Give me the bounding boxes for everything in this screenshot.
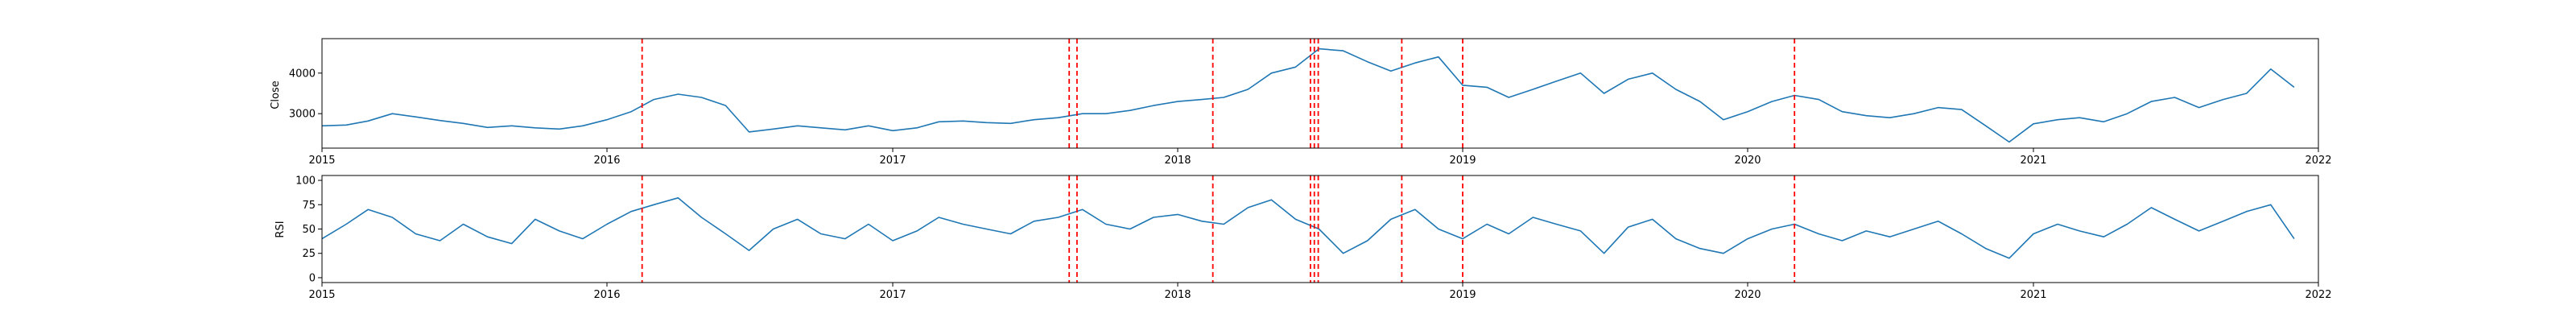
y-tick-label: 50: [302, 224, 316, 236]
x-tick-label: 2021: [2020, 155, 2046, 167]
y-tick-label: 75: [302, 200, 316, 212]
y-tick-label: 0: [309, 272, 316, 284]
rsi-panel: RSI 2015 2016 2017 2018 2019 2020 2021 2022 0 25 5…: [275, 175, 2332, 301]
x-tick-label: 2021: [2020, 289, 2046, 301]
rsi-axis-label: RSI: [275, 221, 287, 237]
close-plot-area: 2015 2016 2017 2018 2019 2020 2021 2022 3000 4000: [289, 38, 2332, 167]
close-panel: Close 2015 2016 2017 2018 2019 2020 2021 2022 30…: [270, 38, 2332, 167]
x-tick-label: 2017: [879, 289, 906, 301]
x-tick-label: 2017: [879, 155, 906, 167]
x-tick-label: 2022: [2305, 289, 2331, 301]
x-tick-label: 2020: [1734, 289, 1761, 301]
y-tick-label: 4000: [289, 68, 316, 80]
x-tick-label: 2019: [1449, 289, 1476, 301]
close-series-line-0: [321, 47, 2295, 143]
x-tick-label: 2018: [1164, 289, 1191, 301]
x-tick-label: 2019: [1449, 155, 1476, 167]
y-tick-label: 25: [302, 248, 316, 260]
x-tick-label: 2020: [1734, 155, 1761, 167]
y-tick-label: 100: [295, 175, 316, 188]
x-tick-label: 2018: [1164, 155, 1191, 167]
rsi-series-line-0: [321, 197, 2295, 259]
y-tick-label: 3000: [289, 109, 316, 121]
x-tick-label: 2015: [308, 155, 335, 167]
x-tick-label: 2016: [593, 155, 620, 167]
close-axis-label: Close: [270, 80, 282, 109]
rsi-plot-area: 2015 2016 2017 2018 2019 2020 2021 2022 0 25 50 75 1…: [295, 175, 2332, 301]
x-tick-label: 2016: [593, 289, 620, 301]
x-tick-label: 2022: [2305, 155, 2331, 167]
plot-frame: [321, 38, 2319, 149]
x-tick-label: 2015: [308, 289, 335, 301]
